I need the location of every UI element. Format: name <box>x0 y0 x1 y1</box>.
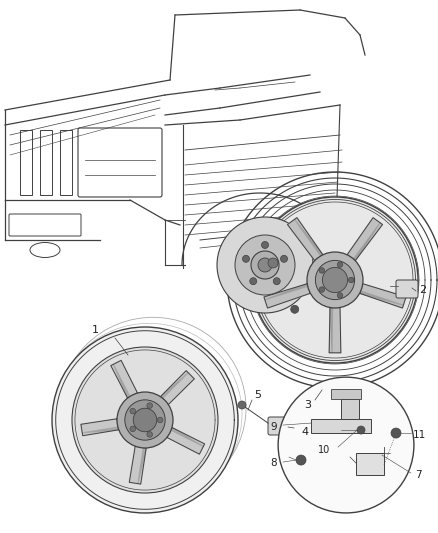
Circle shape <box>217 217 313 313</box>
Text: 8: 8 <box>271 458 277 468</box>
Circle shape <box>130 408 136 414</box>
Polygon shape <box>129 446 146 484</box>
Circle shape <box>322 268 348 293</box>
Circle shape <box>319 287 325 292</box>
Circle shape <box>147 403 152 408</box>
Circle shape <box>278 377 414 513</box>
Bar <box>60 130 72 195</box>
Polygon shape <box>360 291 403 305</box>
Text: 1: 1 <box>92 325 99 335</box>
Circle shape <box>296 455 306 465</box>
Circle shape <box>337 293 343 298</box>
Bar <box>40 130 52 195</box>
Circle shape <box>258 258 272 272</box>
Polygon shape <box>82 427 119 433</box>
Circle shape <box>243 255 250 262</box>
Circle shape <box>307 252 363 308</box>
Polygon shape <box>160 370 194 405</box>
Circle shape <box>357 426 365 434</box>
Circle shape <box>235 235 295 295</box>
Text: 7: 7 <box>415 470 421 480</box>
Circle shape <box>157 417 163 423</box>
Circle shape <box>125 400 165 440</box>
Bar <box>311 419 371 433</box>
Text: 2: 2 <box>420 285 427 295</box>
Circle shape <box>117 392 173 448</box>
Polygon shape <box>160 373 188 398</box>
Polygon shape <box>330 308 332 353</box>
Bar <box>356 453 384 475</box>
Circle shape <box>315 261 355 300</box>
Circle shape <box>251 251 279 279</box>
Polygon shape <box>111 360 138 398</box>
Polygon shape <box>265 284 308 300</box>
Circle shape <box>52 327 238 513</box>
Circle shape <box>261 241 268 248</box>
Circle shape <box>291 305 299 313</box>
Circle shape <box>147 432 152 437</box>
Circle shape <box>280 255 287 262</box>
Bar <box>20 130 32 195</box>
Text: 9: 9 <box>271 422 277 432</box>
Circle shape <box>319 268 325 273</box>
Text: 5: 5 <box>254 390 261 400</box>
Polygon shape <box>360 284 406 308</box>
Polygon shape <box>347 217 382 261</box>
Circle shape <box>273 278 280 285</box>
Text: 11: 11 <box>413 430 426 440</box>
Circle shape <box>349 277 354 283</box>
Polygon shape <box>264 284 311 308</box>
Circle shape <box>72 347 218 493</box>
Circle shape <box>337 262 343 268</box>
Circle shape <box>238 401 246 409</box>
Circle shape <box>391 428 401 438</box>
Text: 10: 10 <box>318 445 330 455</box>
Polygon shape <box>81 419 119 435</box>
Polygon shape <box>167 427 205 454</box>
Bar <box>341 399 359 419</box>
Circle shape <box>250 278 257 285</box>
Polygon shape <box>138 448 146 484</box>
FancyBboxPatch shape <box>268 417 292 435</box>
Polygon shape <box>353 223 380 261</box>
Circle shape <box>268 258 278 268</box>
Polygon shape <box>287 217 323 261</box>
Polygon shape <box>171 427 204 447</box>
Polygon shape <box>329 308 341 353</box>
FancyBboxPatch shape <box>396 280 418 298</box>
Text: 4: 4 <box>301 427 308 437</box>
Polygon shape <box>113 364 130 398</box>
Circle shape <box>133 408 157 432</box>
Circle shape <box>130 426 136 432</box>
Text: 3: 3 <box>304 400 311 410</box>
Bar <box>331 389 361 399</box>
Polygon shape <box>294 219 323 256</box>
Circle shape <box>252 197 418 363</box>
